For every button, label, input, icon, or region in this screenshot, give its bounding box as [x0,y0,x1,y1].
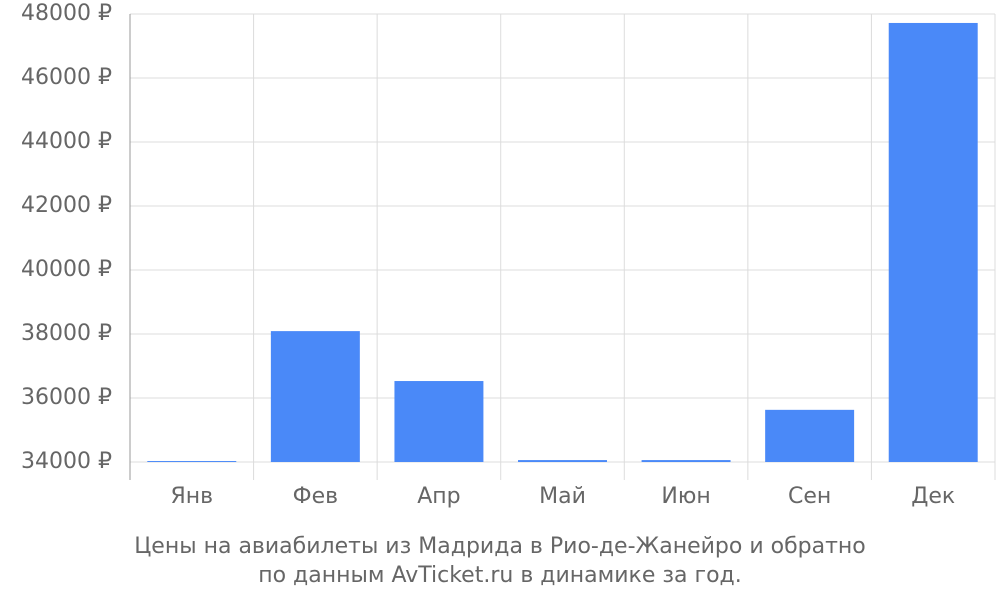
bar [641,460,731,462]
y-tick-label: 46000 ₽ [21,65,112,90]
bar [518,460,607,462]
x-tick-label: Июн [661,484,710,509]
chart-title: по данным AvTicket.ru в динамике за год. [258,563,742,588]
bar [888,22,978,463]
x-tick-label: Май [539,484,586,509]
chart-title: Цены на авиабилеты из Мадрида в Рио-де-Ж… [134,534,866,559]
x-tick-label: Янв [170,484,213,509]
bar [147,461,237,462]
y-tick-label: 38000 ₽ [21,321,112,346]
bar [270,331,360,462]
x-tick-label: Дек [911,484,955,509]
y-tick-label: 36000 ₽ [21,385,112,410]
y-tick-label: 42000 ₽ [21,193,112,218]
x-tick-label: Апр [417,484,460,509]
y-tick-label: 40000 ₽ [21,257,112,282]
bar [394,381,484,462]
bar [765,409,855,462]
y-tick-label: 44000 ₽ [21,129,112,154]
y-tick-label: 48000 ₽ [21,1,112,26]
x-tick-label: Фев [293,484,338,509]
x-tick-label: Сен [788,484,831,509]
y-tick-label: 34000 ₽ [21,449,112,474]
